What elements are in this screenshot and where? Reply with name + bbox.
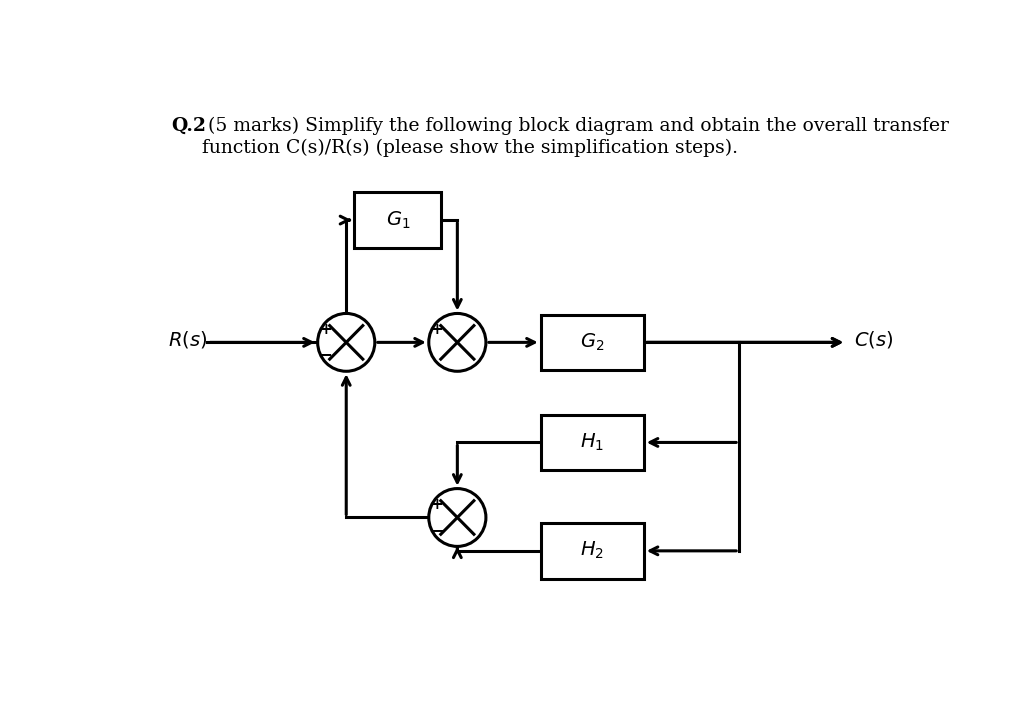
Text: $H_2$: $H_2$ [581, 540, 604, 562]
Bar [541, 414, 644, 470]
Text: $G_2$: $G_2$ [580, 331, 604, 353]
Text: Q.2: Q.2 [172, 117, 207, 135]
Text: $C(s)$: $C(s)$ [854, 329, 894, 350]
Bar [354, 192, 441, 248]
Ellipse shape [317, 313, 375, 371]
Ellipse shape [429, 489, 486, 547]
Text: +: + [319, 322, 332, 337]
Text: +: + [430, 322, 443, 337]
Text: +: + [430, 497, 443, 512]
Ellipse shape [429, 313, 486, 371]
Text: $R(s)$: $R(s)$ [168, 329, 207, 350]
Text: −: − [430, 521, 443, 539]
Bar [541, 523, 644, 578]
Text: $G_1$: $G_1$ [386, 209, 410, 231]
Text: −: − [318, 346, 333, 363]
Text: $H_1$: $H_1$ [581, 432, 604, 453]
Bar [541, 315, 644, 370]
Text: (5 marks) Simplify the following block diagram and obtain the overall transfer
f: (5 marks) Simplify the following block d… [202, 117, 948, 157]
